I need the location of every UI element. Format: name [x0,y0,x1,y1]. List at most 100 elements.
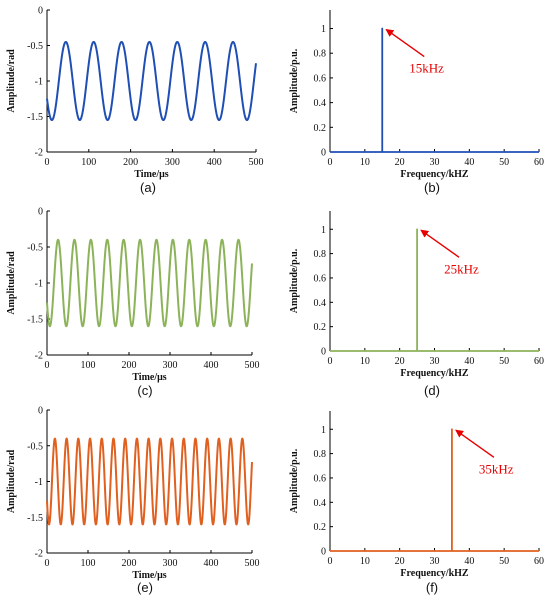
x-tick-label: 0 [45,558,50,569]
panel-label: (d) [424,383,440,398]
x-axis-label: Time/μs [132,372,166,383]
x-tick-label: 0 [328,356,333,367]
panel-label: (b) [424,180,440,195]
y-axis-label: Amplitude/rad [6,49,17,113]
y-tick-label: 0 [38,6,43,17]
x-tick-label: 50 [499,356,509,367]
panel-5: 0 100 200 300 400 500 0 -0.5 -1 -1.5 -2 Time/μs Ampl… [6,406,260,596]
y-axis-label: Amplitude/rad [6,251,17,315]
x-tick-label: 40 [464,556,474,567]
x-tick-label: 200 [123,157,138,168]
series-line [330,228,539,352]
x-tick-label: 10 [360,157,370,168]
x-tick-label: 400 [204,558,219,569]
series-line [330,428,539,552]
x-tick-label: 0 [45,360,50,371]
y-tick-label: -1 [35,279,43,290]
x-tick-label: 30 [430,556,440,567]
y-tick-label: -1 [35,477,43,488]
y-tick-label: 0.8 [314,49,327,60]
y-tick-label: 0 [321,347,326,358]
x-tick-label: 30 [430,356,440,367]
series-line [46,40,257,122]
x-tick-label: 50 [499,556,509,567]
x-tick-label: 40 [464,157,474,168]
x-tick-label: 200 [122,558,137,569]
x-axis-label: Time/μs [134,169,168,180]
x-tick-label: 300 [163,360,178,371]
series-line [330,27,539,153]
x-tick-label: 60 [534,356,544,367]
series-line [46,437,253,526]
x-tick-label: 60 [534,556,544,567]
panel-label: (f) [426,580,438,595]
y-tick-label: -0.5 [27,441,43,452]
x-tick-label: 100 [81,157,96,168]
y-tick-label: -0.5 [27,41,43,52]
x-tick-label: 400 [204,360,219,371]
x-tick-label: 40 [464,356,474,367]
annotation-label: 25kHz [444,261,479,276]
x-tick-label: 0 [328,556,333,567]
x-tick-label: 100 [81,360,96,371]
panel-2: 0 10 20 30 40 50 60 0 0.2 0.4 0.6 0.8 1 Frequency/kHZ… [289,10,544,195]
panel-6: 0 10 20 30 40 50 60 0 0.2 0.4 0.6 0.8 1 Frequency/kHZ… [289,411,544,595]
annotation-label: 35kHz [479,461,514,476]
annotation-arrow [420,229,460,258]
x-tick-label: 300 [163,558,178,569]
y-tick-label: 0.8 [314,249,327,260]
x-tick-label: 10 [360,556,370,567]
y-tick-label: 1 [321,225,326,236]
panel-3: 0 100 200 300 400 500 0 -0.5 -1 -1.5 -2 Time/μs Ampl… [6,207,260,399]
y-tick-label: 1 [321,24,326,35]
y-tick-label: -1.5 [27,315,43,326]
y-tick-label: 0.6 [314,473,327,484]
y-tick-label: 0 [38,207,43,218]
y-axis-label: Amplitude/rad [6,449,17,513]
y-tick-label: 0.2 [314,522,327,533]
annotation-label: 15kHz [409,61,444,76]
y-tick-label: 0.2 [314,322,327,333]
y-axis-label: Amplitude/p.u. [289,48,300,113]
x-axis-label: Time/μs [132,570,166,581]
x-tick-label: 0 [45,157,50,168]
y-tick-label: 0.4 [314,498,327,509]
annotation-arrow [455,429,495,458]
y-tick-label: 0.4 [314,298,327,309]
y-tick-label: -2 [35,148,43,159]
y-tick-label: -1.5 [27,513,43,524]
x-axis-label: Frequency/kHZ [400,568,468,579]
y-axis-label: Amplitude/p.u. [289,248,300,313]
x-tick-label: 10 [360,356,370,367]
x-tick-label: 20 [395,356,405,367]
panel-label: (c) [137,383,152,398]
y-axis-label: Amplitude/p.u. [289,448,300,513]
y-tick-label: -1 [35,77,43,88]
x-tick-label: 30 [430,157,440,168]
x-tick-label: 200 [122,360,137,371]
x-axis-label: Frequency/kHZ [400,169,468,180]
x-tick-label: 300 [165,157,180,168]
annotation-arrow [385,28,425,58]
y-tick-label: -0.5 [27,243,43,254]
y-tick-label: 0.6 [314,73,327,84]
y-tick-label: 0 [321,547,326,558]
y-tick-label: -2 [35,351,43,362]
series-line [46,238,253,328]
x-tick-label: 20 [395,157,405,168]
x-tick-label: 60 [534,157,544,168]
y-tick-label: 0 [38,406,43,417]
y-tick-label: 0 [321,148,326,159]
y-tick-label: -1.5 [27,112,43,123]
x-tick-label: 500 [245,360,260,371]
y-tick-label: 0.8 [314,449,327,460]
x-axis-label: Frequency/kHZ [400,368,468,379]
x-tick-label: 500 [245,558,260,569]
y-tick-label: 1 [321,425,326,436]
panel-label: (e) [137,580,153,595]
panel-4: 0 10 20 30 40 50 60 0 0.2 0.4 0.6 0.8 1 Frequency/kHZ… [289,211,544,398]
x-tick-label: 0 [328,157,333,168]
x-tick-label: 50 [499,157,509,168]
y-tick-label: 0.6 [314,273,327,284]
